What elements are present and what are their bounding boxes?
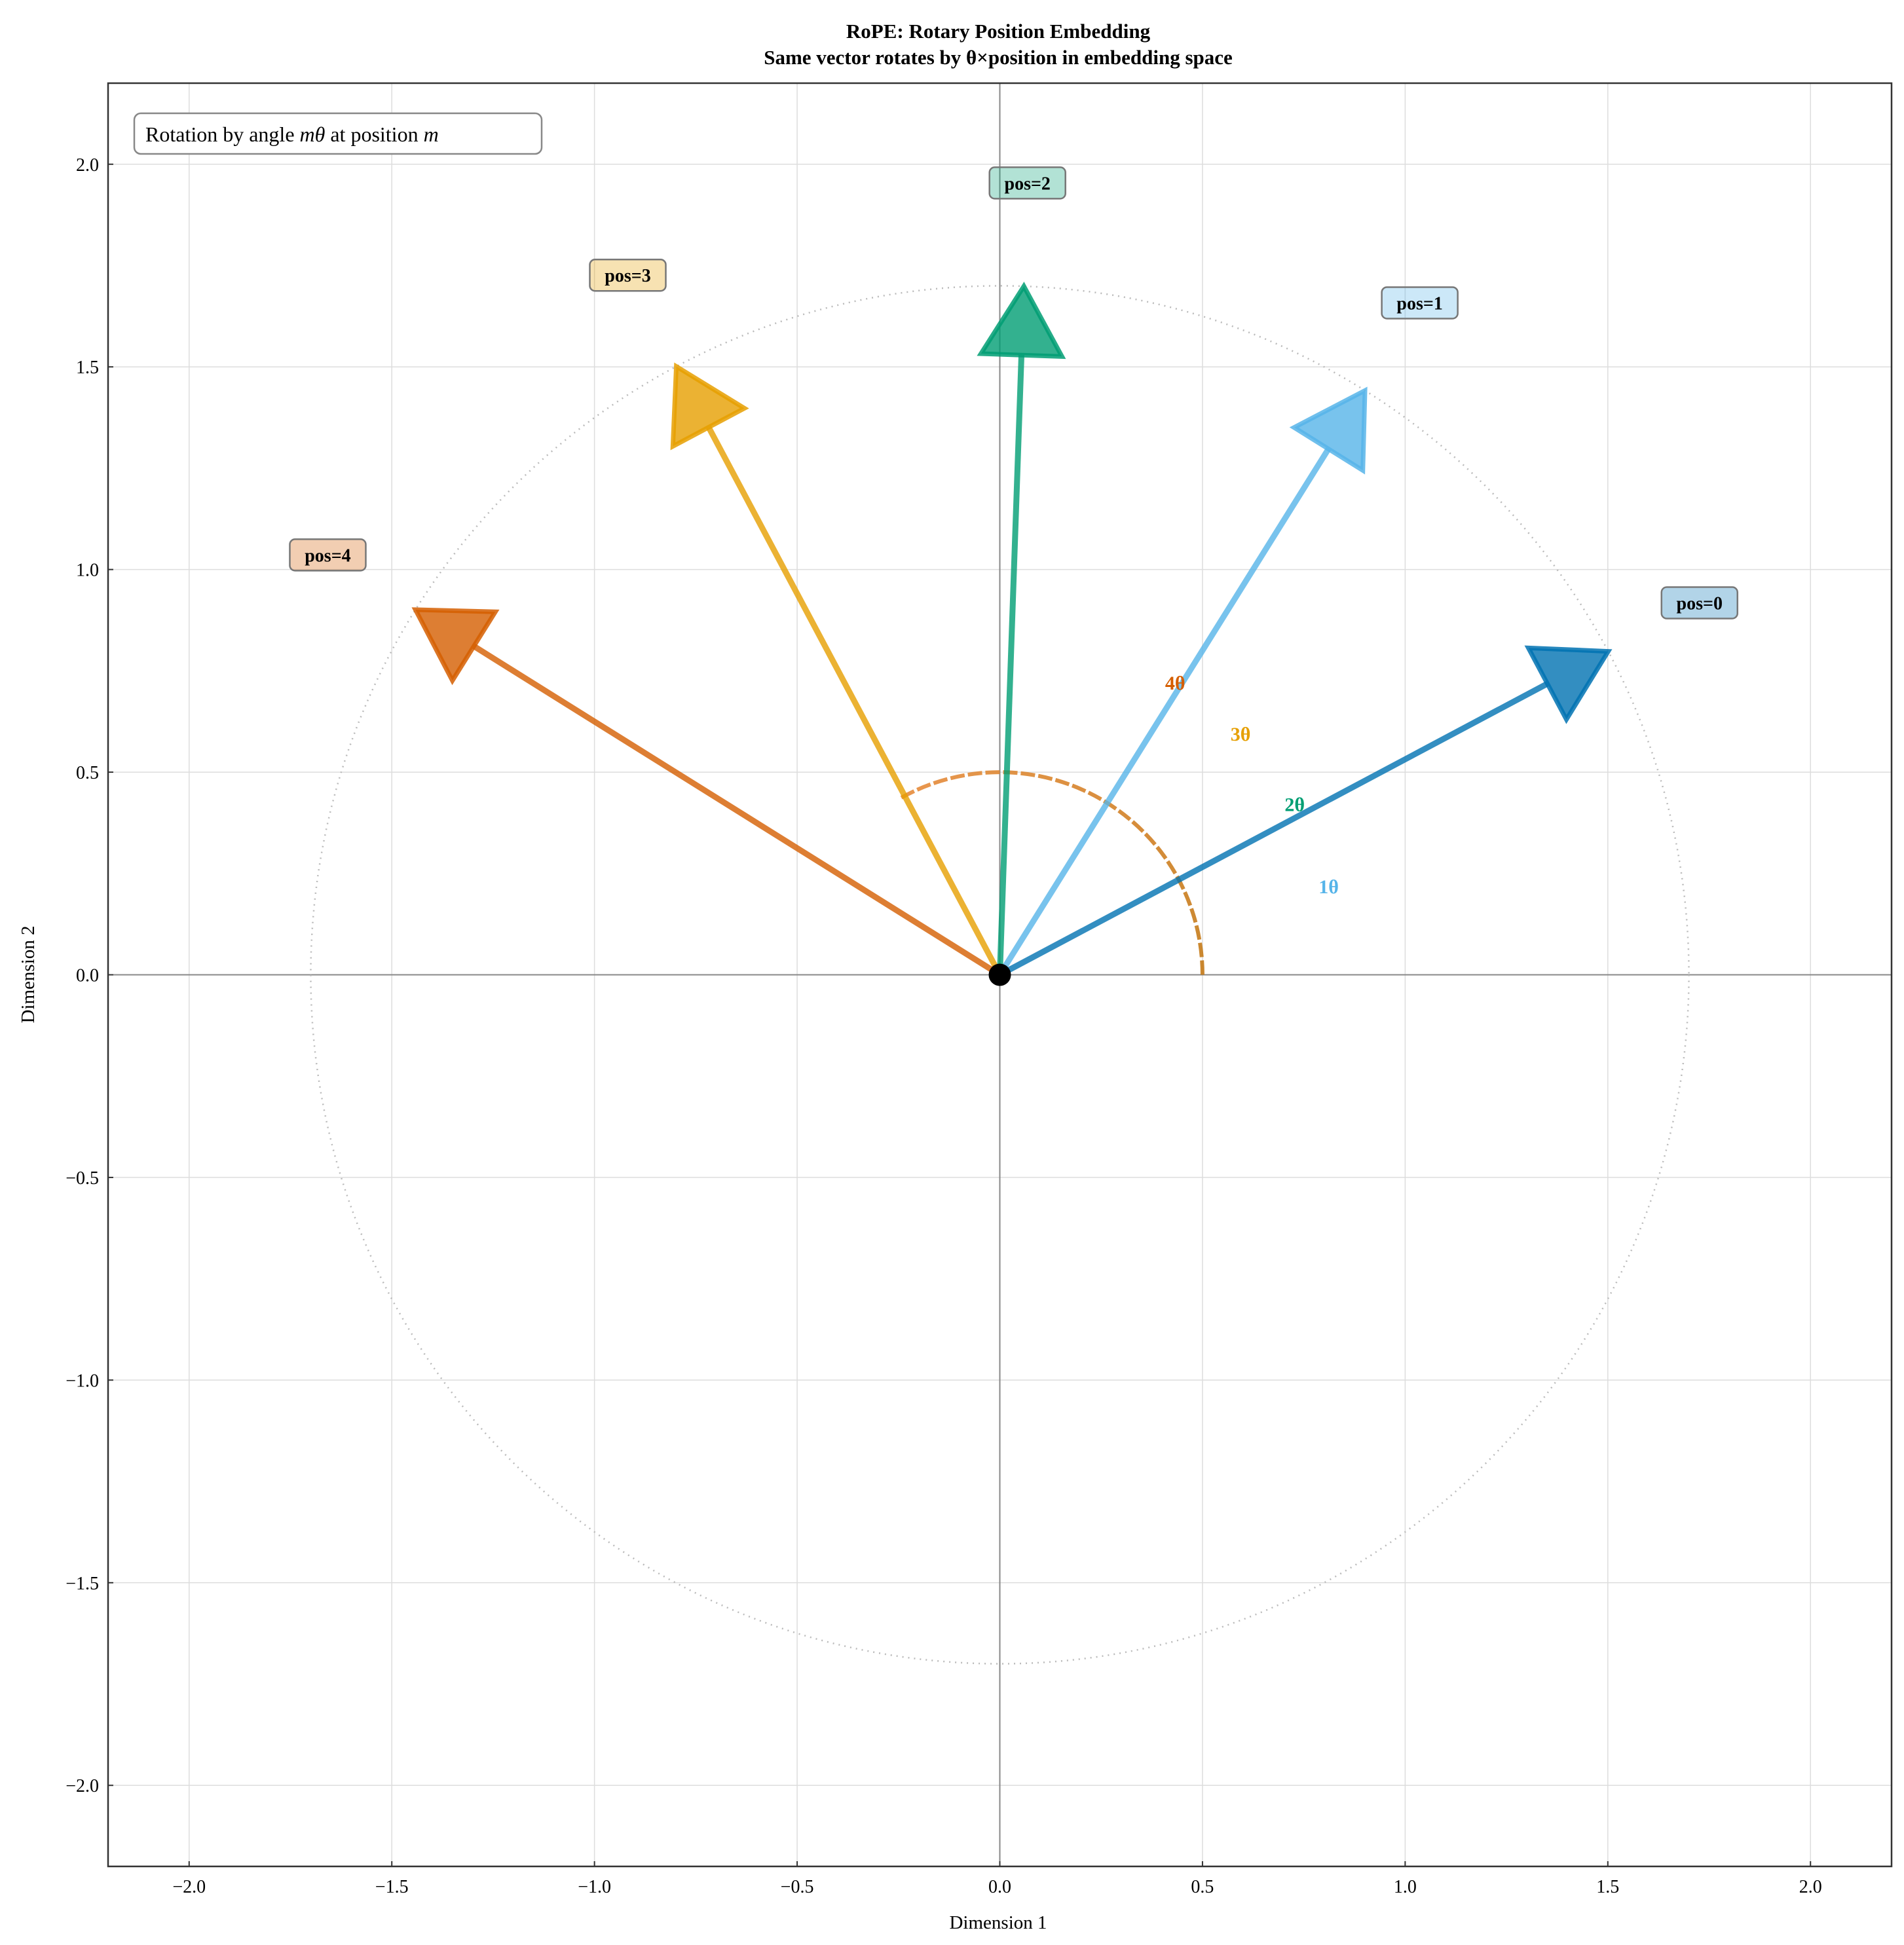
x-axis-label: Dimension 1 [949,1912,1047,1933]
x-tick-label: −1.5 [375,1877,409,1897]
vector-label-box [988,166,1066,200]
vector-label-box [1660,586,1739,620]
vector-pos-1-arrowhead [1289,386,1368,475]
x-tick-label: 2.0 [1799,1877,1822,1897]
vector-label-pos-4: pos=4 [289,538,367,572]
origin-point [988,963,1011,986]
x-tick-label: 1.0 [1394,1877,1417,1897]
y-tick-label: 2.0 [76,155,99,176]
vector-label-text: pos=0 [1677,593,1723,614]
rotation-arc-segment [1129,818,1145,833]
grid [108,83,1892,1866]
rotation-arc-segment [1199,957,1204,975]
x-tick-label: 1.5 [1596,1877,1619,1897]
y-tick-label: −0.5 [65,1168,99,1189]
vector-label-pos-3: pos=3 [589,258,667,292]
rotation-arc-segment [964,771,982,777]
vector-label-text: pos=2 [1005,174,1051,194]
rotation-arc-segment [1197,939,1204,957]
vector-label-text: pos=4 [305,546,350,566]
x-tick-label: 0.0 [988,1877,1011,1897]
vector-label-box [1381,286,1459,320]
rotation-arc-segment [1084,789,1102,802]
annotation-m2: m [424,122,439,146]
rotation-arc-segment [1164,857,1178,875]
vector-label-text: pos=1 [1396,293,1442,314]
vector-label-text: pos=3 [605,266,650,286]
svg-text:Rotation by angle mθ at positi: Rotation by angle mθ at position m [145,122,439,146]
annotation-prefix: Rotation by angle [145,122,300,146]
y-tick-label: 0.5 [76,763,99,783]
vector-label-box [289,538,367,572]
rotation-arc-segment [1182,888,1193,906]
x-tick-label: −2.0 [172,1877,206,1897]
angle-label: 1θ [1318,876,1339,898]
vector-pos-4-arrowhead [411,607,500,686]
vector-label-pos-0: pos=0 [1660,586,1739,620]
annotation-box: Rotation by angle mθ at position m [133,112,543,155]
vector-pos-4-shaft [472,643,1001,978]
vector-label-pos-2: pos=2 [988,166,1066,200]
chart-title: RoPE: Rotary Position Embedding [846,20,1151,43]
rotation-arc-segment [1115,807,1132,821]
vector-pos-3-shaft [706,426,1003,976]
y-tick-label: −1.0 [65,1371,99,1391]
chart-subtitle: Same vector rotates by θ×position in emb… [764,46,1233,69]
x-tick-label: −0.5 [781,1877,814,1897]
y-axis-label: Dimension 2 [18,925,39,1023]
vector-pos-1-shaft [997,447,1332,976]
vector-label-pos-1: pos=1 [1381,286,1459,320]
rotation-arc-segment [1193,921,1202,940]
rotation-arc-segment [982,770,1000,775]
vector-pos-3-arrowhead [670,362,749,451]
vector-pos-2-shaft [997,355,1025,975]
rotation-arc-segment [913,782,931,793]
rotation-arc-segment [1034,773,1053,781]
ticks: −2.0 −2.0 −1.5 −1.5 −1.0 −1.0 −0.5 −0.5 0.0 0.0 0.… [65,155,1822,1897]
annotation-m: m [300,122,315,146]
x-tick-label: −1.0 [578,1877,611,1897]
rotation-arc-segment [1068,782,1087,793]
y-tick-label: −1.5 [65,1574,99,1594]
reference-circle [310,285,1690,1665]
vector-pos-0-arrowhead [1524,645,1613,724]
rotation-arc-segment [1153,843,1168,860]
vector-pos-0-shaft [998,681,1549,978]
vector-label-box [589,258,667,292]
rotation-arc-segment [946,773,965,781]
x-tick-label: 0.5 [1191,1877,1214,1897]
annotation-theta: θ [315,122,326,146]
angle-label: 3θ [1231,724,1251,745]
rotation-arc-segment [1142,830,1157,846]
y-tick-label: 0.0 [76,966,99,986]
angle-label: 2θ [1284,794,1305,816]
y-tick-label: 1.0 [76,561,99,581]
plot-area: pos=0 pos=1 pos=2 pos=3 pos=4 1θ 2θ 3θ 4θ [289,166,1739,1665]
y-tick-label: 1.5 [76,358,99,378]
annotation-mid: at position [325,122,423,146]
rotation-arc-segment [929,777,948,787]
vector-pos-2-arrowhead [977,282,1066,360]
rotation-arc-segment [1188,904,1198,923]
rotation-arc-segment [1017,771,1036,777]
rotation-arc-segment [1051,777,1070,787]
y-tick-label: −2.0 [65,1776,99,1796]
angle-label: 4θ [1165,673,1185,694]
